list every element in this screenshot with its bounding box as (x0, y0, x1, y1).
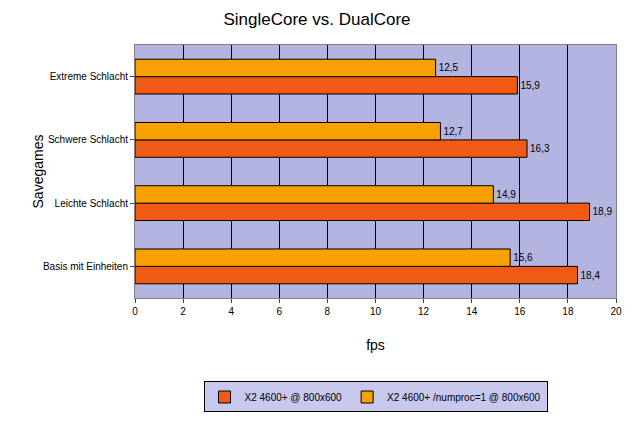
svg-text:0: 0 (132, 306, 138, 317)
svg-text:X2 4600+ /numproc=1 @ 800x600: X2 4600+ /numproc=1 @ 800x600 (387, 392, 540, 403)
svg-text:16: 16 (514, 306, 526, 317)
svg-text:Leichte Schlacht: Leichte Schlacht (55, 198, 129, 209)
svg-text:20: 20 (610, 306, 622, 317)
svg-text:12: 12 (418, 306, 430, 317)
svg-text:12,7: 12,7 (443, 126, 463, 137)
svg-text:18,9: 18,9 (593, 206, 613, 217)
svg-text:fps: fps (366, 337, 385, 353)
svg-text:X2 4600+ @ 800x600: X2 4600+ @ 800x600 (245, 392, 343, 403)
svg-text:8: 8 (325, 306, 331, 317)
svg-text:SingleCore vs. DualCore: SingleCore vs. DualCore (223, 10, 410, 29)
svg-text:Schwere Schlacht: Schwere Schlacht (48, 134, 128, 145)
svg-text:15,9: 15,9 (520, 80, 540, 91)
svg-text:14,9: 14,9 (496, 189, 516, 200)
svg-text:2: 2 (180, 306, 186, 317)
svg-text:Basis mit Einheiten: Basis mit Einheiten (43, 261, 128, 272)
svg-text:Extreme Schlacht: Extreme Schlacht (50, 71, 129, 82)
svg-text:14: 14 (466, 306, 478, 317)
svg-text:18,4: 18,4 (581, 270, 601, 281)
svg-text:4: 4 (228, 306, 234, 317)
svg-text:Savegames: Savegames (30, 135, 46, 209)
svg-text:15,6: 15,6 (513, 252, 533, 263)
svg-text:6: 6 (277, 306, 283, 317)
svg-text:12,5: 12,5 (439, 62, 459, 73)
svg-text:18: 18 (562, 306, 574, 317)
svg-text:16,3: 16,3 (530, 143, 550, 154)
svg-text:10: 10 (370, 306, 382, 317)
